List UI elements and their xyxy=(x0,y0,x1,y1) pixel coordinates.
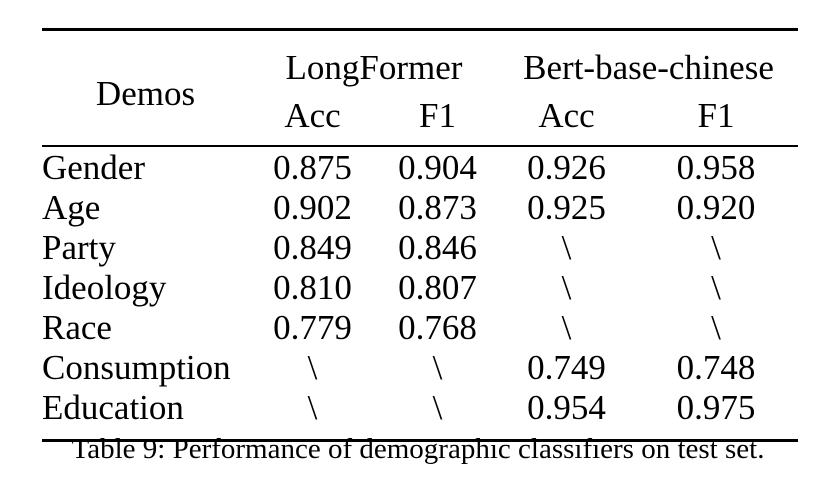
row-label: Race xyxy=(42,307,112,347)
column-header-bert-acc: Acc xyxy=(538,95,595,135)
cell-value: \ xyxy=(432,347,443,387)
cell-value: 0.958 xyxy=(676,147,756,187)
cell-value: 0.975 xyxy=(676,387,756,427)
row-label: Gender xyxy=(42,147,146,187)
column-header-bert-f1: F1 xyxy=(697,95,735,135)
column-group-longformer: LongFormer xyxy=(285,47,463,87)
cell-value: 0.849 xyxy=(273,227,352,267)
cell-value: 0.902 xyxy=(273,187,352,227)
table-header-sub-row: Acc F1 Acc F1 xyxy=(42,93,798,146)
column-header-demos: Demos xyxy=(95,73,196,113)
cell-value: \ xyxy=(711,227,721,267)
table-row-party: Party 0.849 0.846 \ \ xyxy=(42,227,798,267)
column-header-longformer-acc: Acc xyxy=(284,95,341,135)
cell-value: 0.807 xyxy=(398,267,477,307)
row-label: Consumption xyxy=(42,347,231,387)
cell-value: 0.920 xyxy=(676,187,756,227)
cell-value: \ xyxy=(307,347,318,387)
table-row-gender: Gender 0.875 0.904 0.926 0.958 xyxy=(42,146,798,187)
cell-value: \ xyxy=(432,387,443,427)
cell-value: 0.846 xyxy=(398,227,477,267)
table-row-race: Race 0.779 0.768 \ \ xyxy=(42,307,798,347)
table-body: Gender 0.875 0.904 0.926 0.958 Age 0.902… xyxy=(42,146,798,441)
table-header-group-row: Demos LongFormer Bert-base-chinese xyxy=(42,30,798,111)
cell-value: \ xyxy=(307,387,318,427)
cell-value: \ xyxy=(711,307,721,347)
table-row-age: Age 0.902 0.873 0.925 0.920 xyxy=(42,187,798,227)
cell-value: 0.954 xyxy=(527,387,606,427)
cell-value: 0.904 xyxy=(398,147,477,187)
cell-value: 0.768 xyxy=(398,307,477,347)
cell-value: 0.873 xyxy=(398,187,477,227)
table-row-education: Education \ \ 0.954 0.975 xyxy=(42,387,798,441)
cell-value: 0.925 xyxy=(527,187,606,227)
column-group-bert-base-chinese: Bert-base-chinese xyxy=(523,47,774,87)
cell-value: \ xyxy=(561,227,572,267)
cell-value: 0.748 xyxy=(676,347,756,387)
table-caption: Table 9: Performance of demographic clas… xyxy=(71,433,765,465)
row-label: Party xyxy=(42,227,116,267)
column-header-longformer-f1: F1 xyxy=(419,95,456,135)
cell-value: 0.810 xyxy=(273,267,352,307)
demographic-classifier-table: Demos LongFormer Bert-base-chinese Acc F… xyxy=(42,28,799,442)
cell-value: \ xyxy=(561,267,572,307)
cell-value: 0.749 xyxy=(527,347,606,387)
cell-value: \ xyxy=(561,307,572,347)
cell-value: 0.779 xyxy=(273,307,352,347)
cell-value: 0.926 xyxy=(527,147,606,187)
table-row-ideology: Ideology 0.810 0.807 \ \ xyxy=(42,267,798,307)
table-header: Demos LongFormer Bert-base-chinese Acc F… xyxy=(42,30,799,146)
cell-value: \ xyxy=(711,267,721,307)
row-label: Age xyxy=(42,187,101,227)
row-label: Ideology xyxy=(42,267,167,307)
cell-value: 0.875 xyxy=(273,147,352,187)
table-row-consumption: Consumption \ \ 0.749 0.748 xyxy=(42,347,798,387)
row-label: Education xyxy=(42,387,184,427)
